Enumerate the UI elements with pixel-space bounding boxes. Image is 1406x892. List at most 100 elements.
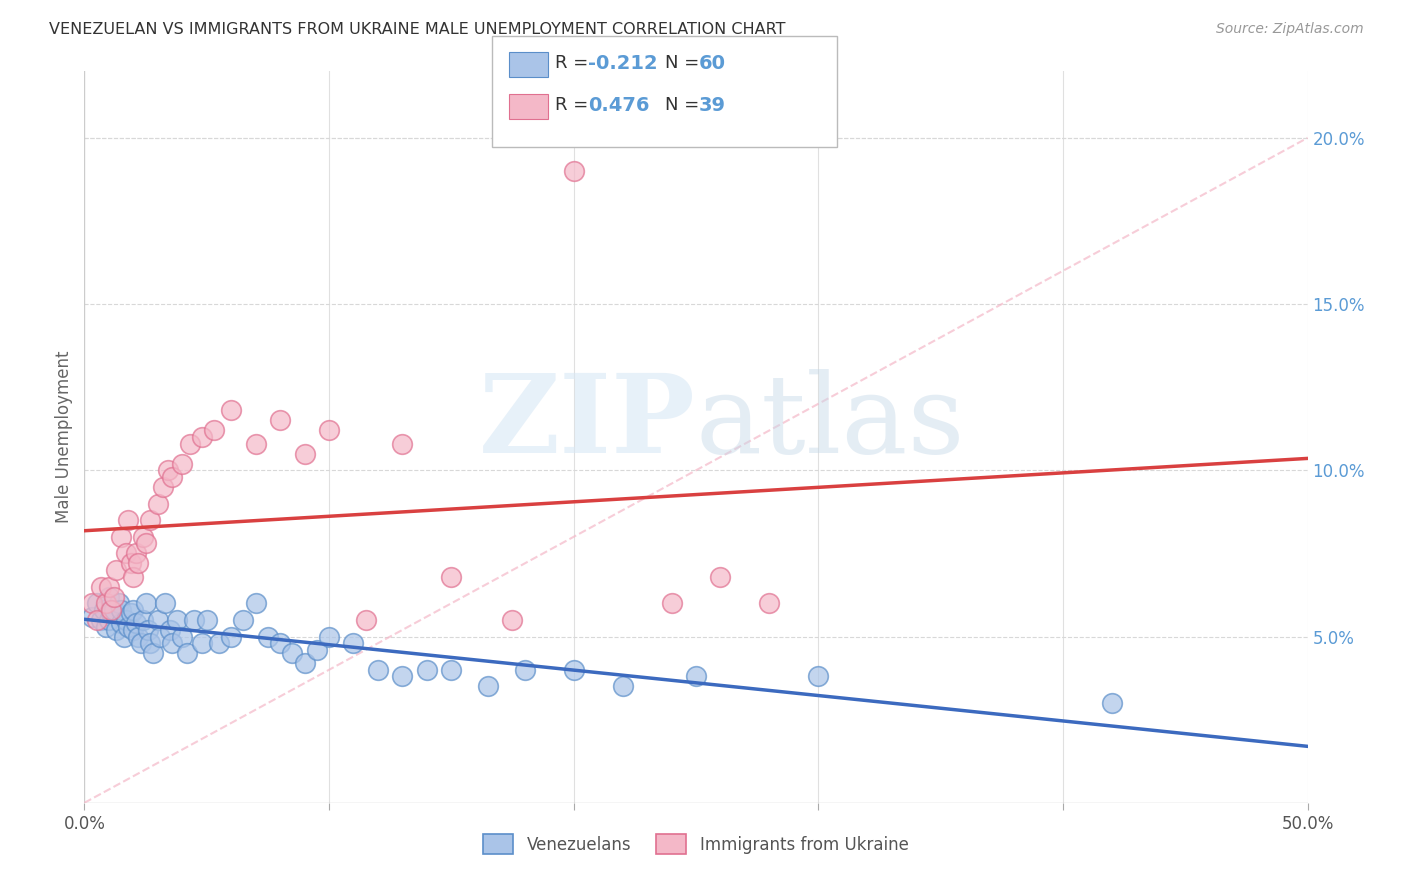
Point (195, 613, 218, 627)
Point (245, 596, 267, 610)
Point (103, 603, 125, 617)
Point (86, 613, 108, 627)
Point (139, 636, 162, 650)
Point (97, 580, 120, 594)
Point (97, 590, 120, 604)
Point (117, 619, 139, 633)
Point (100, 607, 122, 621)
Point (245, 436, 267, 450)
Point (129, 636, 152, 650)
Text: 39: 39 (699, 95, 725, 115)
Point (440, 663, 463, 677)
Point (90, 580, 112, 594)
Point (125, 546, 148, 560)
Point (367, 663, 389, 677)
Point (440, 570, 463, 584)
Point (93, 603, 115, 617)
Point (149, 630, 172, 644)
Point (562, 164, 585, 178)
Point (807, 669, 830, 683)
Point (166, 613, 188, 627)
Point (191, 430, 214, 444)
Point (179, 436, 201, 450)
Point (232, 613, 254, 627)
Point (135, 536, 157, 550)
Point (318, 630, 340, 644)
Point (153, 596, 176, 610)
Point (709, 570, 731, 584)
Point (152, 480, 174, 494)
Point (86, 596, 108, 610)
Point (269, 413, 291, 427)
Point (103, 590, 125, 604)
Point (97, 613, 120, 627)
Point (105, 623, 128, 637)
Point (202, 424, 225, 438)
Point (100, 603, 122, 617)
Point (142, 646, 165, 660)
Point (391, 669, 413, 683)
Point (146, 613, 169, 627)
Point (758, 596, 780, 610)
Point (477, 680, 499, 694)
Text: ZIP: ZIP (479, 369, 696, 476)
Point (125, 616, 148, 631)
Point (127, 630, 149, 644)
Text: VENEZUELAN VS IMMIGRANTS FROM UKRAINE MALE UNEMPLOYMENT CORRELATION CHART: VENEZUELAN VS IMMIGRANTS FROM UKRAINE MA… (49, 22, 786, 37)
Point (612, 680, 634, 694)
Point (110, 616, 132, 631)
Text: 0.476: 0.476 (588, 95, 650, 115)
Point (176, 646, 198, 660)
Point (502, 613, 524, 627)
Point (122, 623, 145, 637)
Point (132, 613, 155, 627)
Point (120, 607, 142, 621)
Point (294, 656, 316, 670)
Point (269, 636, 291, 650)
Point (110, 530, 132, 544)
Point (127, 557, 149, 571)
Point (1101, 696, 1123, 710)
Point (416, 663, 439, 677)
Point (661, 596, 683, 610)
Point (115, 613, 138, 627)
Point (122, 570, 145, 584)
Text: -0.212: -0.212 (588, 54, 658, 73)
Text: 60: 60 (699, 54, 725, 73)
Point (191, 636, 214, 650)
Point (562, 663, 585, 677)
Point (257, 630, 280, 644)
Point (162, 470, 184, 484)
Point (294, 447, 316, 461)
Text: Source: ZipAtlas.com: Source: ZipAtlas.com (1216, 22, 1364, 37)
Point (139, 513, 162, 527)
Point (110, 603, 132, 617)
Point (132, 530, 155, 544)
Point (136, 623, 159, 637)
Point (80, 609, 103, 624)
Y-axis label: Male Unemployment: Male Unemployment (55, 351, 73, 524)
Legend: Venezuelans, Immigrants from Ukraine: Venezuelans, Immigrants from Ukraine (477, 828, 915, 860)
Point (115, 546, 138, 560)
Text: atlas: atlas (696, 369, 966, 476)
Point (90, 613, 112, 627)
Point (156, 463, 179, 477)
Point (342, 636, 364, 650)
Point (120, 557, 142, 571)
Point (122, 603, 145, 617)
Point (172, 457, 194, 471)
Text: R =: R = (555, 54, 595, 72)
Point (107, 596, 129, 610)
Point (146, 497, 169, 511)
Point (318, 424, 340, 438)
Point (281, 646, 304, 660)
Point (96, 596, 118, 610)
Text: N =: N = (665, 54, 704, 72)
Point (354, 613, 377, 627)
Text: N =: N = (665, 96, 704, 114)
Point (305, 643, 328, 657)
Point (96, 619, 118, 633)
Point (685, 669, 707, 683)
Point (183, 613, 205, 627)
Point (172, 630, 194, 644)
